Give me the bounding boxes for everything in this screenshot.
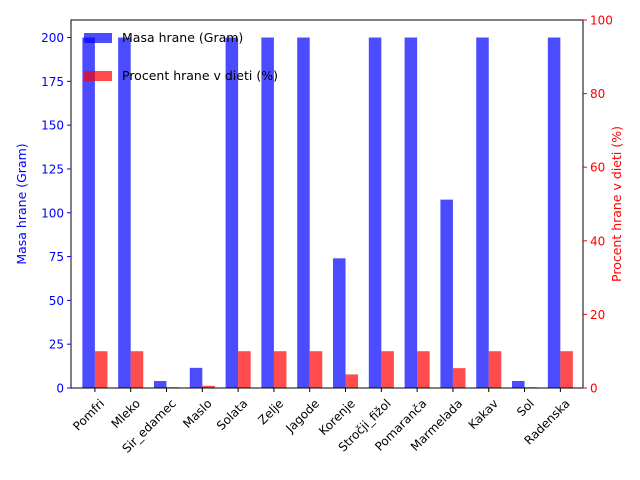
x-tick-label-4: Solata — [214, 396, 251, 433]
bar-mass-7 — [333, 258, 346, 388]
bar-percent-13 — [560, 351, 573, 388]
y-right-tick-label-2: 40 — [590, 234, 605, 248]
y-right-tick-label-1: 20 — [590, 308, 605, 322]
bar-mass-3 — [189, 367, 203, 388]
y-left-tick-label-1: 25 — [49, 338, 64, 352]
bar-mass-5 — [261, 37, 274, 389]
bar-percent-10 — [452, 368, 466, 388]
bar-percent-6 — [309, 351, 323, 388]
plot-frame — [70, 19, 584, 389]
y-left-tick-label-8: 200 — [41, 31, 64, 45]
x-tick-label-3: Maslo — [180, 396, 214, 430]
bar-mass-12 — [512, 380, 525, 388]
legend-label-1: Procent hrane v dieti (%) — [122, 68, 278, 83]
bar-percent-3 — [202, 385, 215, 388]
bar-percent-8 — [381, 351, 394, 388]
x-tick-label-6: Jagode — [283, 396, 322, 435]
x-tick-label-5: Zelje — [255, 396, 286, 427]
bar-mass-0 — [82, 37, 95, 389]
y-left-axis-label: Masa hrane (Gram) — [14, 143, 29, 264]
x-tick-label-12: Sol — [514, 396, 537, 419]
bar-mass-4 — [225, 37, 239, 389]
y-left-tick-label-3: 75 — [49, 250, 64, 264]
bar-mass-11 — [476, 37, 489, 389]
y-left-tick-label-6: 150 — [41, 119, 64, 133]
y-right-tick-label-4: 80 — [590, 87, 605, 101]
y-right-tick-label-5: 100 — [590, 14, 613, 28]
bar-mass-8 — [368, 37, 382, 389]
bars-layer — [82, 37, 573, 389]
x-tick-label-1: Mleko — [108, 396, 143, 431]
y-left-tick-label-0: 0 — [56, 382, 64, 396]
bar-percent-5 — [273, 351, 287, 388]
bar-percent-11 — [488, 351, 502, 388]
bar-percent-7 — [345, 374, 359, 388]
bar-percent-9 — [417, 351, 430, 388]
y-left-tick-label-4: 100 — [41, 206, 64, 220]
y-right-tick-label-3: 60 — [590, 161, 605, 175]
bar-percent-1 — [130, 351, 144, 388]
y-left-tick-label-2: 50 — [49, 294, 64, 308]
bar-mass-10 — [440, 199, 453, 388]
bar-mass-9 — [404, 37, 418, 389]
bar-mass-6 — [297, 37, 310, 389]
y-right-axis-label: Procent hrane v dieti (%) — [609, 126, 624, 282]
bar-mass-1 — [118, 37, 131, 389]
y-left-tick-label-7: 175 — [41, 75, 64, 89]
legend-label-0: Masa hrane (Gram) — [122, 30, 243, 45]
legend-swatch-1 — [84, 71, 112, 81]
bar-mass-13 — [547, 37, 561, 389]
bar-percent-0 — [94, 351, 108, 388]
x-tick-label-11: Kakav — [466, 396, 502, 432]
legend: Masa hrane (Gram) Procent hrane v dieti (… — [84, 30, 278, 83]
x-tick-label-0: Pomfri — [70, 396, 107, 433]
y-right-tick-label-0: 0 — [590, 382, 598, 396]
bar-mass-2 — [153, 380, 167, 388]
bar-percent-4 — [238, 351, 251, 388]
legend-swatch-0 — [84, 33, 112, 43]
y-left-tick-label-5: 125 — [41, 162, 64, 176]
